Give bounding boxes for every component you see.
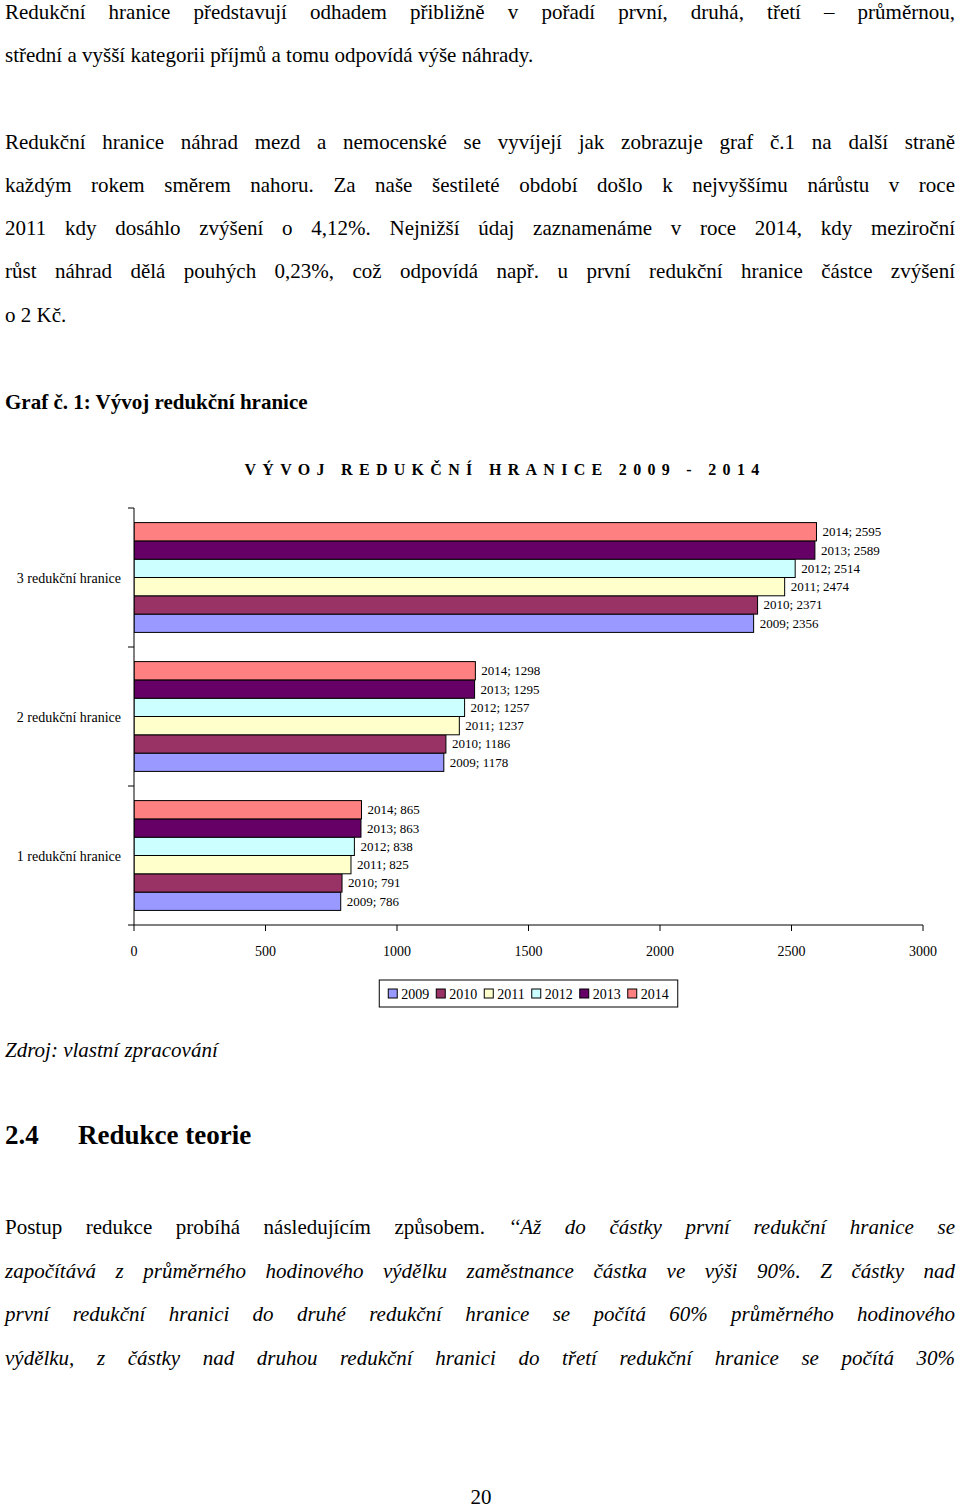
source-note: Zdroj: vlastní zpracování (5, 1038, 955, 1062)
category-tick (128, 925, 134, 926)
bar (134, 717, 459, 735)
legend: 2009 2010 2011 2012 2013 2014 (379, 980, 677, 1007)
bar (134, 614, 754, 632)
body-quote: započítává z průměrného hodinového výděl… (5, 1259, 955, 1283)
x-tick (134, 925, 135, 931)
bar (134, 698, 465, 716)
bar (134, 578, 785, 596)
bar (134, 819, 361, 837)
body-quote: první redukční hranici do druhé redukční… (5, 1302, 955, 1326)
category-tick (128, 786, 134, 787)
figure-caption: Graf č. 1: Vývoj redukční hranice (5, 390, 955, 414)
category-label: 1 redukční hranice (17, 849, 121, 864)
data-label: 2013; 863 (367, 821, 419, 836)
category-label: 3 redukční hranice (17, 571, 121, 586)
bar (134, 523, 816, 541)
legend-swatch (532, 989, 541, 998)
data-label: 2013; 2589 (821, 543, 880, 558)
bar (134, 856, 351, 874)
bar (134, 892, 341, 910)
data-label: 2010; 2371 (764, 597, 823, 612)
data-label: 2011; 1237 (465, 718, 524, 733)
x-tick-label: 3000 (909, 944, 937, 959)
x-tick (791, 925, 792, 931)
x-tick-label: 1500 (515, 944, 543, 959)
legend-label: 2011 (497, 987, 524, 1002)
bar (134, 801, 361, 819)
bar (134, 559, 795, 577)
legend-box (379, 980, 677, 1007)
data-label: 2009; 1178 (450, 755, 508, 770)
data-label: 2014; 1298 (481, 663, 540, 678)
x-tick-label: 2000 (646, 944, 674, 959)
paragraph-line: střední a vyšší kategorii příjmů a tomu … (5, 43, 955, 67)
legend-label: 2009 (401, 987, 429, 1002)
paragraph-line: o 2 Kč. (5, 303, 955, 327)
heading-number: 2.4 (5, 1119, 78, 1151)
legend-swatch (484, 989, 493, 998)
data-label: 2012; 2514 (801, 561, 860, 576)
data-label: 2013; 1295 (481, 682, 540, 697)
legend-label: 2010 (449, 987, 477, 1002)
data-label: 2014; 2595 (822, 524, 881, 539)
data-label: 2009; 786 (347, 894, 400, 909)
bar (134, 680, 475, 698)
body-line: výdělku, z částky nad druhou redukční hr… (5, 1346, 955, 1370)
legend-label: 2013 (593, 987, 621, 1002)
bar (134, 735, 446, 753)
bar (134, 753, 444, 771)
legend-swatch (628, 989, 637, 998)
heading-title: Redukce teorie (78, 1120, 251, 1150)
body-line: Postup redukce probíhá následujícím způs… (5, 1215, 955, 1239)
data-label: 2014; 865 (367, 802, 419, 817)
bar (134, 541, 815, 559)
paragraph-line: Redukční hranice náhrad mezd a nemocensk… (5, 130, 955, 154)
x-tick (265, 925, 266, 931)
legend-label: 2014 (641, 987, 669, 1002)
data-label: 2010; 1186 (452, 736, 511, 751)
data-label: 2012; 1257 (471, 700, 530, 715)
body-line: první redukční hranici do druhé redukční… (5, 1302, 955, 1326)
bar (134, 874, 342, 892)
chart-title: VÝVOJ REDUKČNÍ HRANICE 2009 - 2014 (5, 459, 960, 481)
legend-label: 2012 (545, 987, 573, 1002)
page-number: 20 (431, 1485, 531, 1509)
paragraph-line: růst náhrad dělá pouhých 0,23%, což odpo… (5, 259, 955, 283)
bar (134, 837, 354, 855)
body-quote: výdělku, z částky nad druhou redukční hr… (5, 1346, 955, 1370)
x-tick-label: 2500 (778, 944, 806, 959)
paragraph-line: 2011 kdy dosáhlo zvýšení o 4,12%. Nejniž… (5, 216, 955, 240)
bar (134, 596, 758, 614)
legend-swatch (388, 989, 397, 998)
bar (134, 662, 475, 680)
paragraph-line: každým rokem směrem nahoru. Za naše šest… (5, 173, 955, 197)
x-tick-label: 500 (255, 944, 276, 959)
bars (134, 523, 816, 911)
x-tick-label: 0 (131, 944, 138, 959)
data-label: 2011; 825 (357, 857, 409, 872)
y-axis-line (134, 508, 135, 925)
paragraph-line: Redukční hranice představují odhadem při… (5, 0, 955, 24)
axes: 1 redukční hranice 2 redukční hranice 3 re… (17, 508, 937, 959)
x-tick (660, 925, 661, 931)
legend-swatch (436, 989, 445, 998)
body-quote: ‘‘Až do částky první redukční hranice se (509, 1215, 955, 1239)
data-label: 2009; 2356 (760, 616, 819, 631)
x-tick (397, 925, 398, 931)
body-line: započítává z průměrného hodinového výděl… (5, 1259, 955, 1283)
section-heading: 2.4Redukce teorie (5, 1119, 251, 1151)
x-tick-label: 1000 (383, 944, 411, 959)
legend-swatch (580, 989, 589, 998)
x-tick (528, 925, 529, 931)
body-intro: Postup redukce probíhá následujícím způs… (5, 1215, 485, 1239)
page: Redukční hranice představují odhadem při… (0, 0, 960, 1509)
data-label: 2010; 791 (348, 875, 400, 890)
x-tick (923, 925, 924, 931)
category-tick (128, 647, 134, 648)
data-labels: 2009; 786 2009; 1178 2009; 2356 2010; 791 20… (347, 524, 882, 909)
category-label: 2 redukční hranice (17, 710, 121, 725)
data-label: 2012; 838 (360, 839, 412, 854)
data-label: 2011; 2474 (791, 579, 850, 594)
category-tick (128, 508, 134, 509)
